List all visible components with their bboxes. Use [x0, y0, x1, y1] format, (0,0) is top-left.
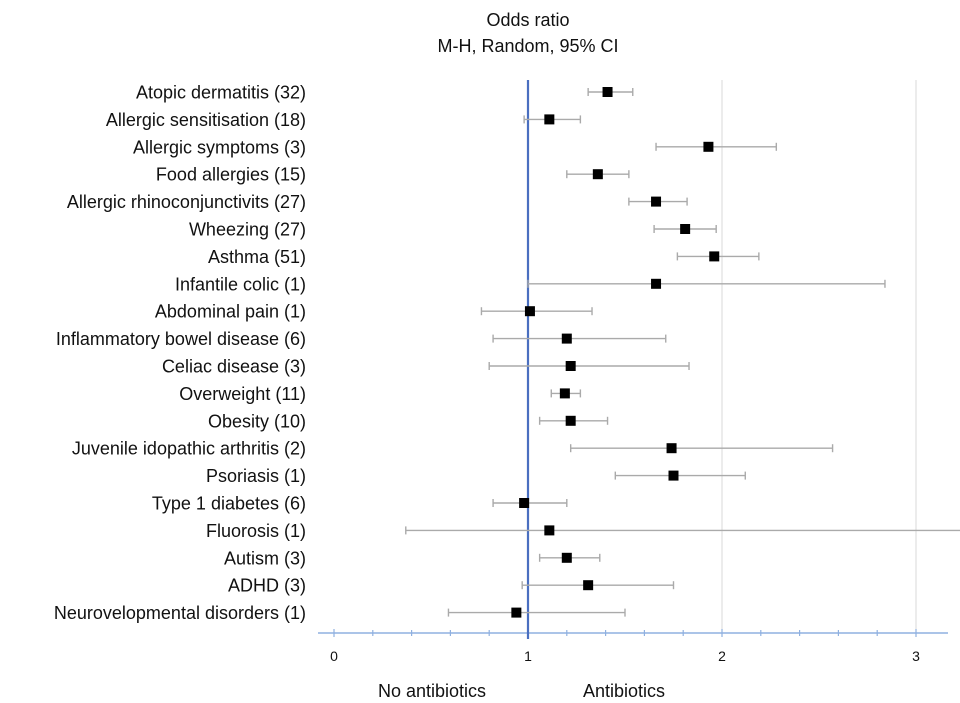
- x-axis: 0 1 2 3: [318, 80, 948, 664]
- study-row: Neurovelopmental disorders (1): [54, 603, 626, 623]
- odds-ratio-marker: [680, 224, 691, 234]
- odds-ratio-marker: [565, 415, 576, 426]
- x-tick-label: 3: [912, 648, 920, 664]
- row-label: Infantile colic (1): [175, 274, 306, 294]
- odds-ratio-marker: [668, 470, 679, 481]
- study-row: Abdominal pain (1): [155, 302, 593, 322]
- study-row: Infantile colic (1): [175, 274, 886, 294]
- odds-ratio-marker: [561, 552, 572, 563]
- study-row: ADHD (3): [228, 576, 675, 596]
- study-row: Autism (3): [224, 548, 601, 568]
- x-tick-label: 0: [330, 648, 338, 664]
- row-label: Allergic symptoms (3): [133, 137, 306, 157]
- odds-ratio-marker: [544, 525, 555, 536]
- study-row: Juvenile idopathic arthritis (2): [72, 439, 834, 459]
- row-label: Allergic rhinoconjunctivits (27): [67, 192, 306, 212]
- odds-ratio-marker: [561, 333, 572, 344]
- odds-ratio-marker: [703, 141, 714, 152]
- odds-ratio-marker: [651, 278, 662, 289]
- row-label: Psoriasis (1): [206, 466, 306, 486]
- row-label: Overweight (11): [179, 384, 306, 404]
- odds-ratio-marker: [511, 607, 522, 618]
- row-label: Wheezing (27): [189, 220, 306, 240]
- row-label: Food allergies (15): [156, 165, 306, 185]
- odds-ratio-marker: [602, 87, 613, 97]
- odds-ratio-marker: [592, 169, 603, 180]
- study-row: Allergic rhinoconjunctivits (27): [67, 192, 688, 212]
- study-row: Overweight (11): [179, 384, 582, 404]
- odds-ratio-marker: [666, 443, 677, 454]
- row-label: Obesity (10): [208, 411, 306, 431]
- row-label: Abdominal pain (1): [155, 302, 306, 322]
- study-row: Inflammatory bowel disease (6): [56, 329, 667, 349]
- label-no-antibiotics: No antibiotics: [378, 681, 486, 701]
- x-grid: [721, 80, 917, 633]
- row-label: Neurovelopmental disorders (1): [54, 603, 306, 623]
- odds-ratio-marker: [519, 498, 530, 508]
- study-row: Asthma (51): [208, 247, 760, 267]
- study-row: Allergic sensitisation (18): [106, 110, 582, 130]
- odds-ratio-marker: [565, 361, 576, 371]
- row-label: Fluorosis (1): [206, 521, 306, 541]
- odds-ratio-marker: [524, 306, 535, 317]
- row-label: Inflammatory bowel disease (6): [56, 329, 306, 349]
- chart-title: Odds ratio: [486, 10, 569, 30]
- odds-ratio-marker: [651, 196, 662, 207]
- odds-ratio-marker: [583, 580, 594, 591]
- row-label: Atopic dermatitis (32): [136, 83, 306, 103]
- odds-ratio-marker: [709, 251, 720, 262]
- chart-subtitle: M-H, Random, 95% CI: [437, 36, 618, 56]
- row-label: Asthma (51): [208, 247, 306, 267]
- study-row: Fluorosis (1): [206, 521, 960, 541]
- study-rows: Atopic dermatitis (32) Allergic sensitisa…: [54, 83, 960, 623]
- study-row: Allergic symptoms (3): [133, 137, 778, 157]
- x-tick-label: 2: [718, 648, 726, 664]
- study-row: Food allergies (15): [156, 165, 630, 185]
- study-row: Atopic dermatitis (32): [136, 83, 634, 103]
- label-antibiotics: Antibiotics: [583, 681, 665, 701]
- odds-ratio-marker: [559, 388, 570, 399]
- study-row: Celiac disease (3): [162, 357, 690, 377]
- row-label: Celiac disease (3): [162, 357, 306, 377]
- row-label: ADHD (3): [228, 576, 306, 596]
- odds-ratio-marker: [544, 114, 555, 125]
- study-row: Obesity (10): [208, 411, 609, 431]
- row-label: Type 1 diabetes (6): [152, 494, 306, 514]
- study-row: Wheezing (27): [189, 220, 717, 240]
- study-row: Type 1 diabetes (6): [152, 494, 568, 514]
- row-label: Autism (3): [224, 548, 306, 568]
- study-row: Psoriasis (1): [206, 466, 746, 486]
- row-label: Allergic sensitisation (18): [106, 110, 306, 130]
- x-tick-label: 1: [524, 648, 532, 664]
- row-label: Juvenile idopathic arthritis (2): [72, 439, 306, 459]
